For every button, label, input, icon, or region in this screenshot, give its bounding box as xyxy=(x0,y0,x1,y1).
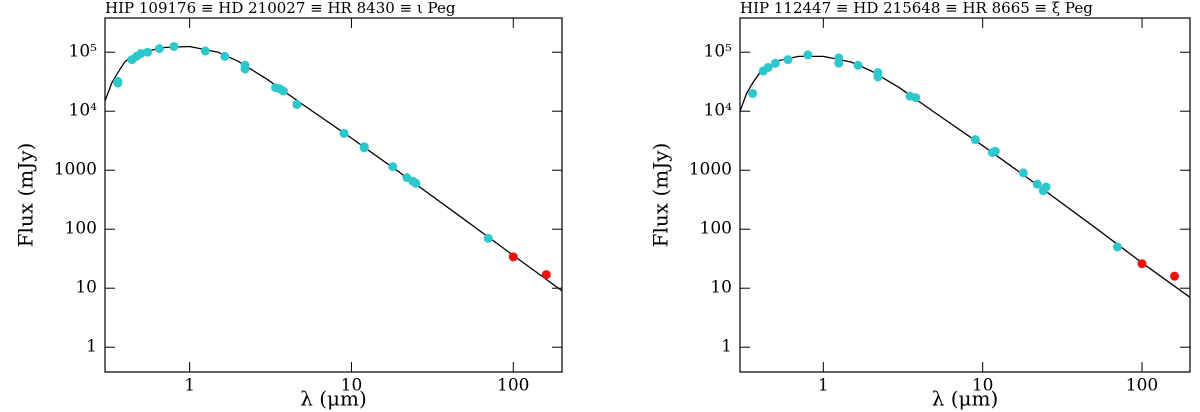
data-point xyxy=(240,64,250,74)
x-axis-label: λ (μm) xyxy=(932,387,999,411)
data-point xyxy=(1112,242,1122,252)
data-point xyxy=(1137,259,1147,269)
y-tick-label: 1000 xyxy=(689,160,732,180)
x-tick-label: 100 xyxy=(1126,376,1158,396)
data-point xyxy=(853,60,863,70)
data-point xyxy=(113,78,123,88)
y-tick-label: 10 xyxy=(710,278,732,298)
data-point xyxy=(169,41,179,51)
y-tick-label: 1000 xyxy=(54,160,97,180)
data-point xyxy=(154,44,164,54)
model-line xyxy=(104,45,563,292)
y-tick-label: 1 xyxy=(721,337,732,357)
data-point xyxy=(748,88,758,98)
y-axis-label: Flux (mJy) xyxy=(14,143,38,248)
y-tick-label: 10⁴ xyxy=(69,101,98,121)
data-point xyxy=(220,51,230,61)
data-point xyxy=(359,143,369,153)
data-point xyxy=(834,58,844,68)
data-point xyxy=(970,135,980,145)
x-tick-label: 100 xyxy=(497,376,529,396)
data-point xyxy=(770,58,780,68)
chart-title: HIP 112447 ≡ HD 215648 ≡ HR 8665 ≡ ξ Peg xyxy=(740,0,1093,17)
data-point xyxy=(508,252,518,262)
data-point xyxy=(763,63,773,73)
data-point xyxy=(200,46,210,56)
chart-title: HIP 109176 ≡ HD 210027 ≡ HR 8430 ≡ ι Peg xyxy=(105,0,456,17)
data-point xyxy=(911,93,921,103)
data-point xyxy=(1041,182,1051,192)
data-point xyxy=(1018,168,1028,178)
data-point xyxy=(143,47,153,57)
data-point xyxy=(339,128,349,138)
y-axis-label: Flux (mJy) xyxy=(649,143,673,248)
y-tick-label: 100 xyxy=(65,219,97,239)
model-line xyxy=(739,55,1191,298)
y-tick-label: 100 xyxy=(700,219,732,239)
data-point xyxy=(136,49,146,59)
data-point xyxy=(541,270,551,280)
data-point xyxy=(1170,271,1180,281)
data-point xyxy=(1032,179,1042,189)
data-point xyxy=(483,233,493,243)
data-point xyxy=(803,50,813,60)
y-tick-label: 10⁴ xyxy=(704,101,733,121)
x-tick-label: 1 xyxy=(184,376,195,396)
x-axis-label: λ (μm) xyxy=(300,387,367,411)
data-point xyxy=(990,146,1000,156)
data-point xyxy=(278,86,288,96)
x-tick-label: 1 xyxy=(818,376,829,396)
plot-frame xyxy=(739,17,1191,373)
data-point xyxy=(388,162,398,172)
data-point xyxy=(873,72,883,82)
y-tick-label: 10⁵ xyxy=(704,42,733,62)
plot-frame xyxy=(104,17,563,373)
y-tick-label: 1 xyxy=(86,337,97,357)
x-tick-label: 10 xyxy=(972,376,994,396)
y-tick-label: 10 xyxy=(75,278,97,298)
data-point xyxy=(411,178,421,188)
data-point xyxy=(292,99,302,109)
x-tick-label: 10 xyxy=(341,376,363,396)
y-tick-label: 10⁵ xyxy=(69,42,98,62)
data-point xyxy=(783,55,793,65)
